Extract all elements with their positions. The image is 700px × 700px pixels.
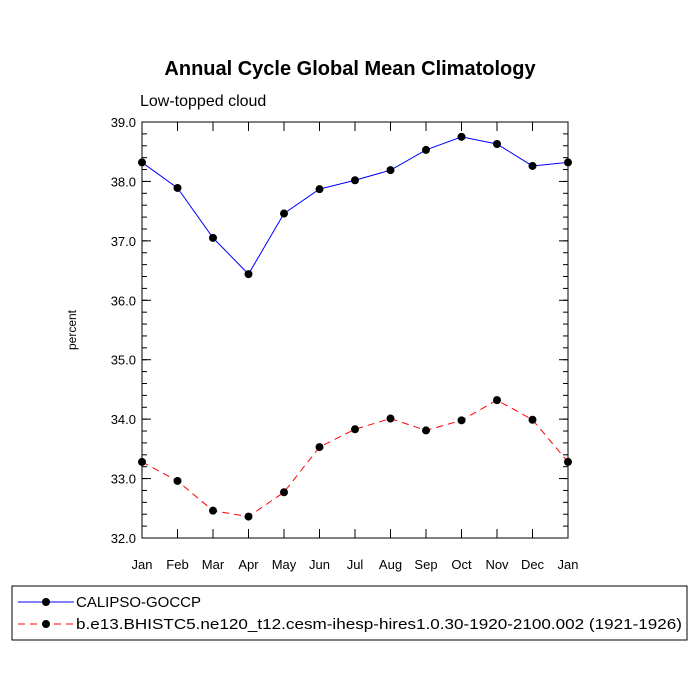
series-line-1 <box>141 399 569 518</box>
x-tick-label: Oct <box>451 557 472 572</box>
chart-subtitle: Low-topped cloud <box>140 93 266 110</box>
x-tick-label: Jun <box>309 557 330 572</box>
series-1-point <box>386 414 395 423</box>
x-tick-label: Jan <box>558 557 579 572</box>
y-tick-label: 37.0 <box>111 234 136 249</box>
x-tick-label: Jan <box>132 557 153 572</box>
series-0-point <box>422 145 430 154</box>
series-layer <box>138 132 572 521</box>
series-0-point <box>386 166 395 175</box>
series-1-point <box>280 488 288 497</box>
y-tick-label: 33.0 <box>111 472 136 487</box>
axes-layer: 32.0 33.0 34.0 35.0 36.0 37.0 38.0 39.0 Jan Feb Ma… <box>111 115 579 572</box>
x-tick-label: Apr <box>238 557 259 572</box>
series-1-point <box>351 425 359 434</box>
series-0-point <box>244 270 253 279</box>
plot-frame <box>141 121 569 539</box>
legend: CALIPSO-GOCCP b.e13.BHISTC5.ne120_t12.ce… <box>11 585 688 641</box>
x-tick-label: Mar <box>202 557 225 572</box>
series-0-point <box>209 233 217 242</box>
series-0-point <box>528 161 537 170</box>
series-1-point <box>493 396 501 405</box>
y-tick-label: 39.0 <box>111 115 136 130</box>
series-0-point <box>457 132 466 141</box>
y-tick-label: 38.0 <box>111 174 136 189</box>
series-0-point <box>173 183 182 192</box>
legend-marker-calipso <box>42 598 50 606</box>
series-0-point <box>493 139 501 148</box>
x-tick-label: Nov <box>485 557 509 572</box>
legend-box <box>11 585 688 641</box>
series-0-point <box>280 209 288 218</box>
x-tick-label: Aug <box>379 557 402 572</box>
y-axis-label: percent <box>65 309 79 350</box>
x-tick-label: Jul <box>347 557 364 572</box>
series-1-point <box>315 443 324 452</box>
series-0-point <box>315 185 324 194</box>
x-tick-label: Feb <box>166 557 188 572</box>
legend-marker-model <box>42 620 50 628</box>
series-1-point <box>422 426 430 435</box>
x-tick-label: Dec <box>521 557 545 572</box>
y-tick-label: 35.0 <box>111 353 136 368</box>
x-tick-label: May <box>272 557 297 572</box>
series-0-point <box>351 176 359 185</box>
legend-label-model: b.e13.BHISTC5.ne120_t12.cesm-ihesp-hires… <box>76 616 682 633</box>
legend-label-calipso: CALIPSO-GOCCP <box>76 594 201 611</box>
x-tick-label: Sep <box>414 557 437 572</box>
y-tick-label: 32.0 <box>111 531 136 546</box>
series-line-0 <box>141 136 569 275</box>
chart-title: Annual Cycle Global Mean Climatology <box>164 58 536 80</box>
series-1-point <box>244 512 253 521</box>
y-tick-label: 34.0 <box>111 412 136 427</box>
series-1-point <box>528 415 537 424</box>
series-1-point <box>457 416 466 425</box>
y-tick-label: 36.0 <box>111 293 136 308</box>
series-1-point <box>209 506 217 515</box>
series-1-point <box>173 476 182 485</box>
